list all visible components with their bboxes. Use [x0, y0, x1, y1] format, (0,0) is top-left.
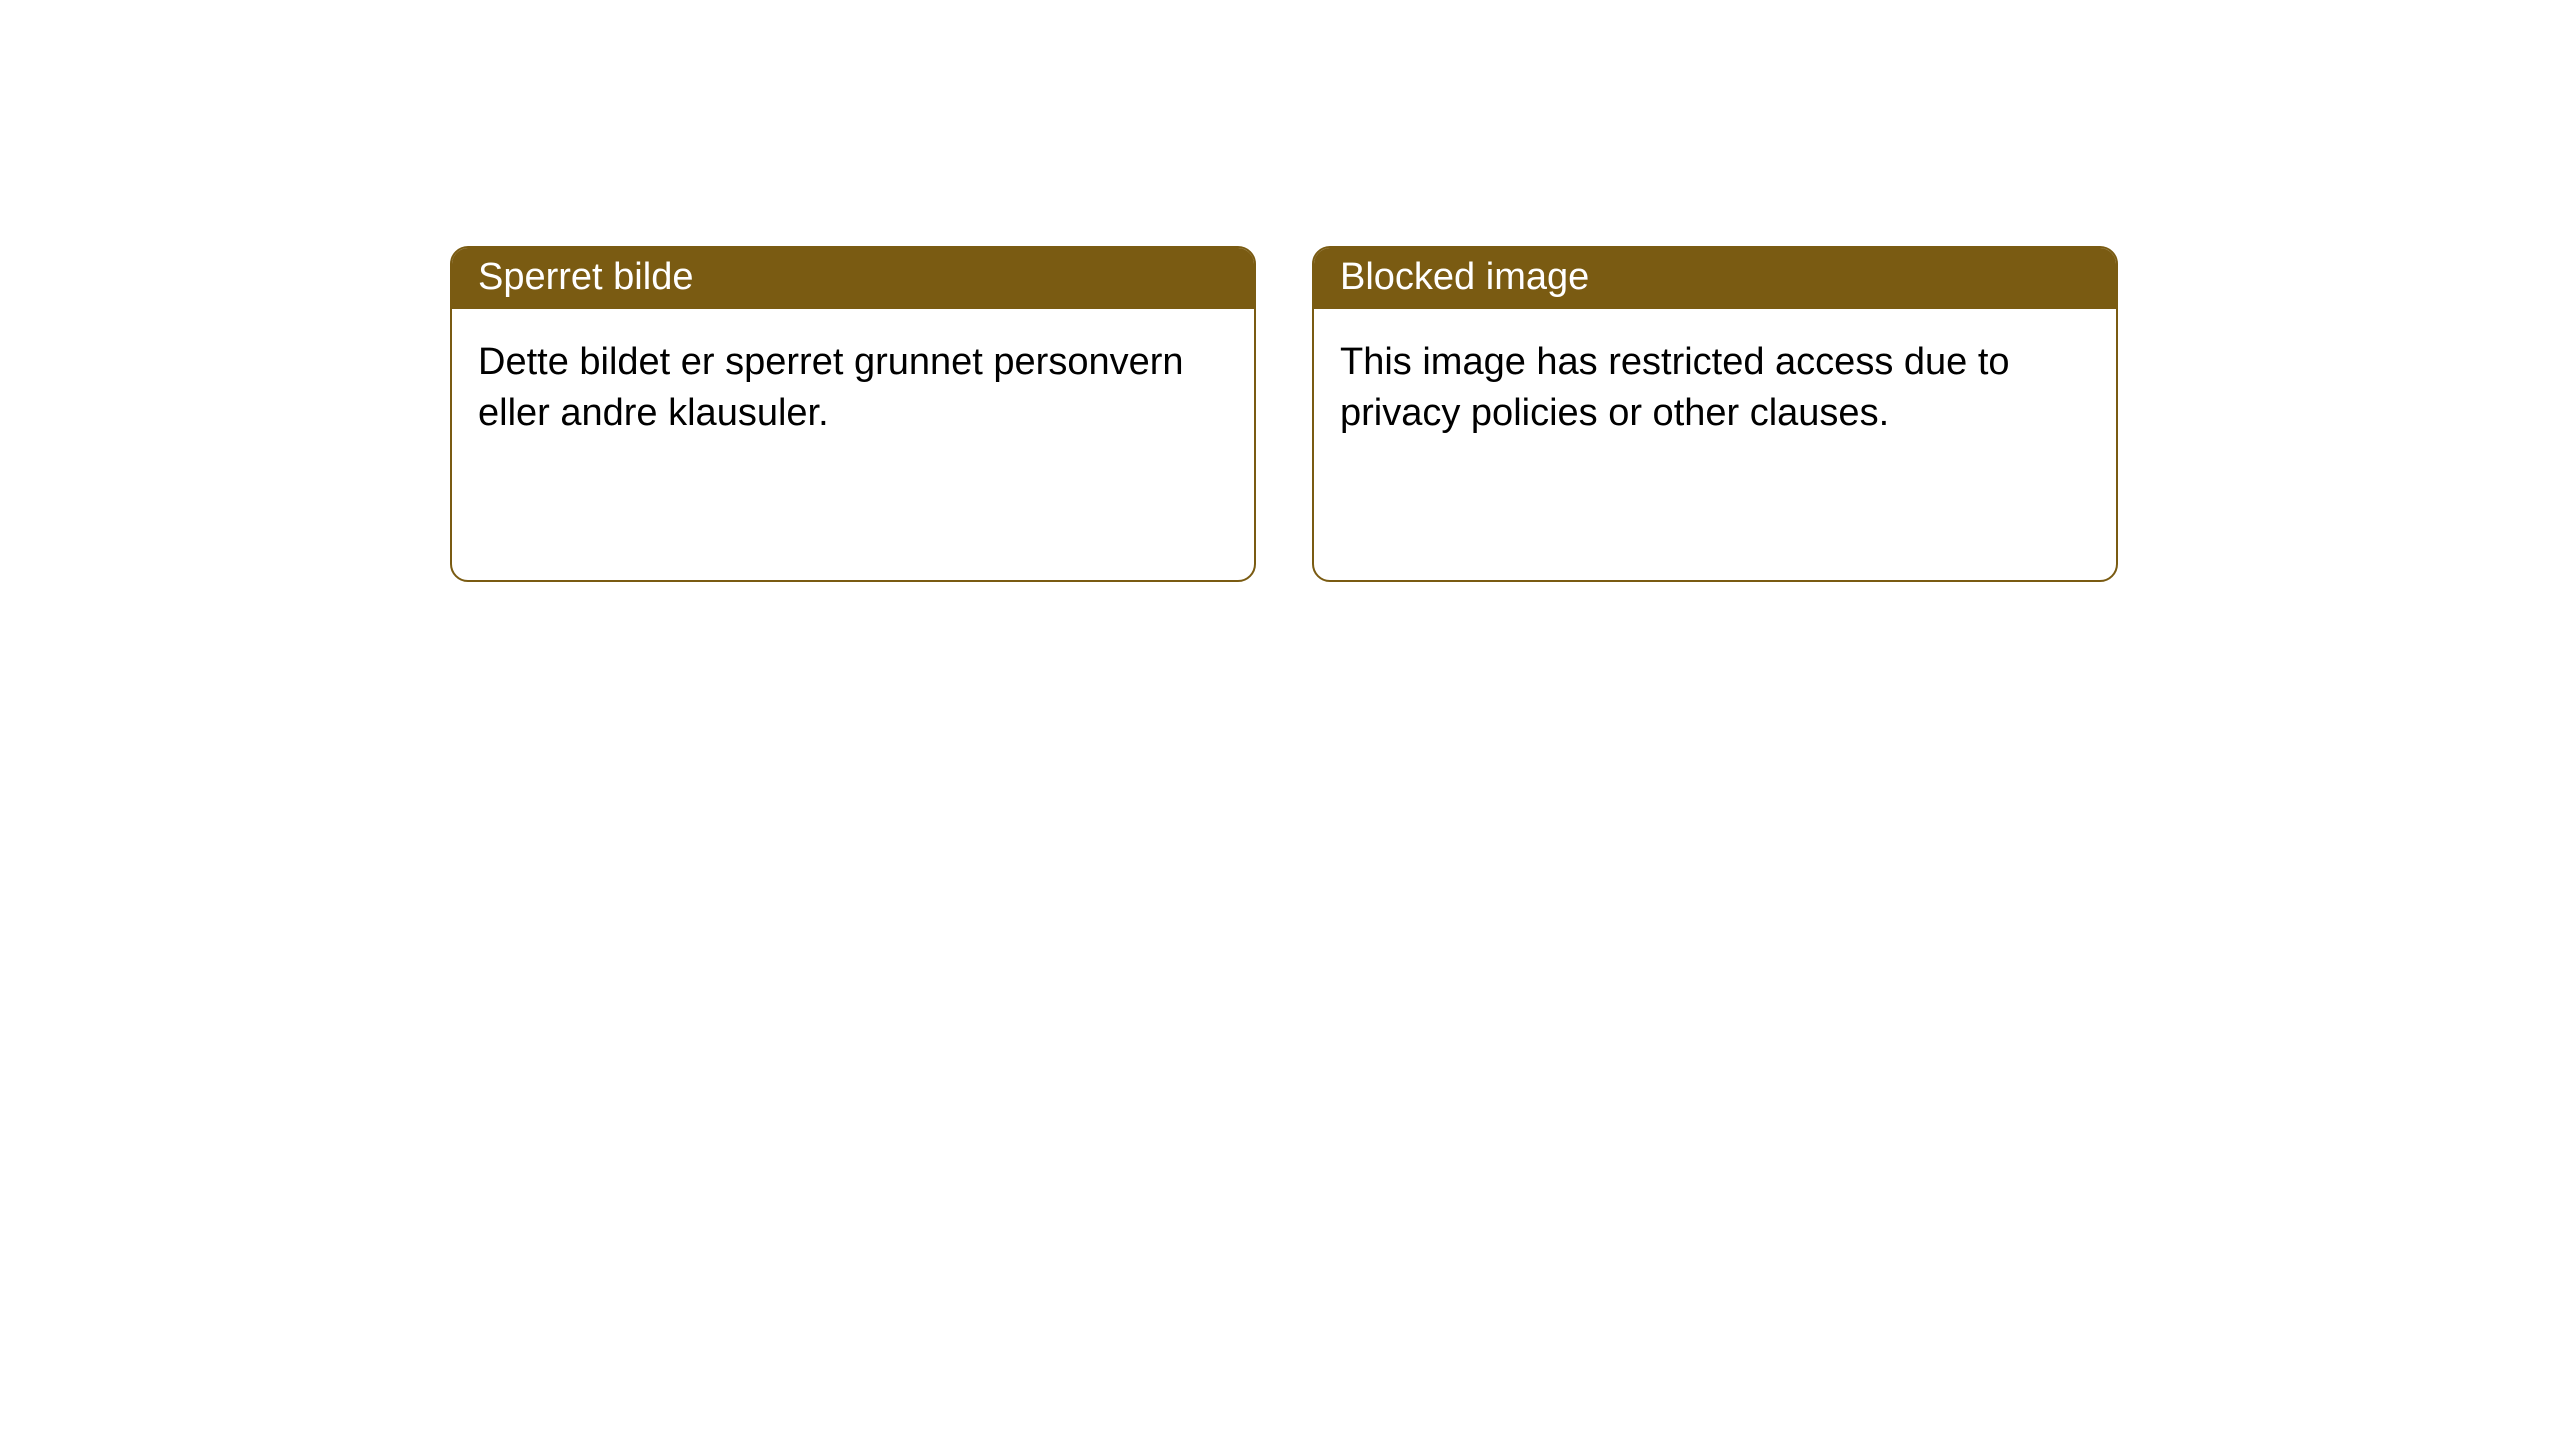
notice-body: This image has restricted access due to … — [1314, 309, 2116, 468]
notice-container: Sperret bilde Dette bildet er sperret gr… — [0, 0, 2560, 582]
notice-card-norwegian: Sperret bilde Dette bildet er sperret gr… — [450, 246, 1256, 582]
notice-body: Dette bildet er sperret grunnet personve… — [452, 309, 1254, 468]
notice-title: Sperret bilde — [452, 248, 1254, 309]
notice-card-english: Blocked image This image has restricted … — [1312, 246, 2118, 582]
notice-title: Blocked image — [1314, 248, 2116, 309]
